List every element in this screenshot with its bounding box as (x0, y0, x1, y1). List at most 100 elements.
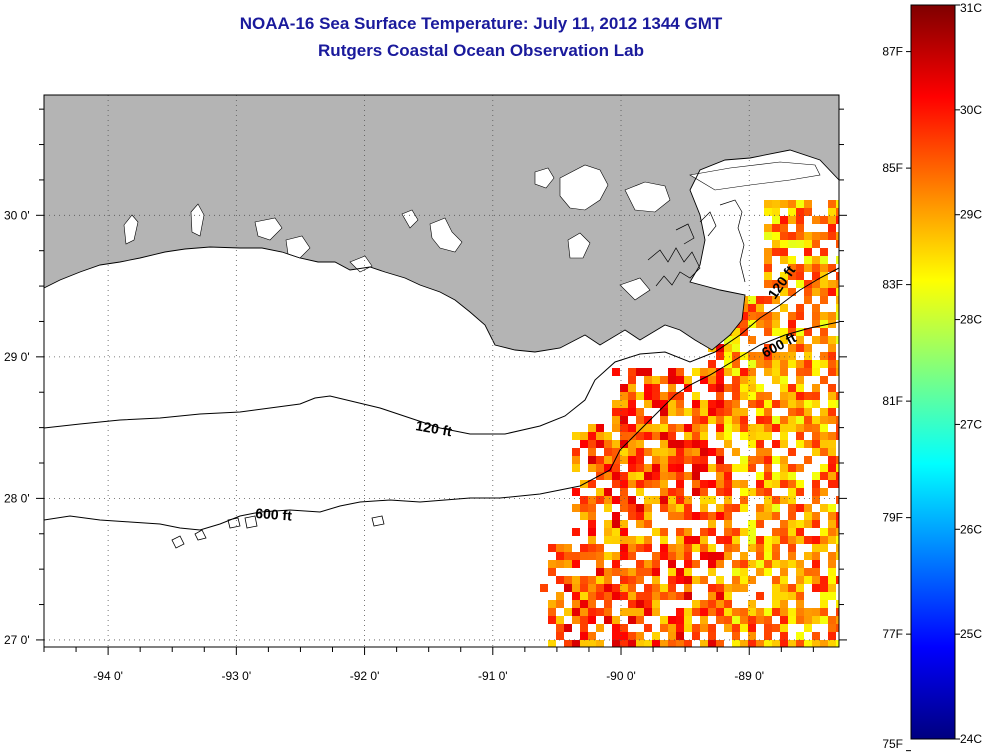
sst-cell (652, 472, 660, 480)
sst-cell (780, 584, 788, 592)
sst-cell (828, 504, 836, 512)
sst-cell (812, 304, 820, 312)
sst-cell (612, 416, 620, 424)
sst-cell (652, 552, 660, 560)
sst-cell (772, 496, 780, 504)
sst-cell (756, 424, 764, 432)
sst-cell (604, 440, 612, 448)
sst-cell (812, 256, 820, 264)
sst-cell (740, 608, 748, 616)
sst-cell (740, 408, 748, 416)
sst-cell (588, 432, 596, 440)
sst-cell (780, 560, 788, 568)
sst-cell (716, 512, 724, 520)
sst-cell (724, 464, 732, 472)
sst-cell (580, 592, 588, 600)
sst-cell (836, 360, 839, 368)
sst-cell (732, 584, 740, 592)
sst-cell (780, 496, 788, 504)
sst-cell (724, 352, 732, 360)
sst-cell (820, 504, 828, 512)
sst-cell (596, 640, 604, 647)
sst-cell (772, 328, 780, 336)
sst-cell (604, 552, 612, 560)
sst-cell (612, 520, 620, 528)
sst-cell (836, 400, 839, 408)
sst-cell (788, 560, 796, 568)
sst-cell (748, 312, 756, 320)
sst-cell (604, 616, 612, 624)
sst-cell (780, 480, 788, 488)
sst-cell (828, 624, 836, 632)
sst-cell (684, 456, 692, 464)
sst-cell (572, 504, 580, 512)
lake-pontchartrain (559, 164, 609, 211)
sst-cell (780, 400, 788, 408)
sst-cell (732, 560, 740, 568)
sst-cell (700, 600, 708, 608)
sst-cell (780, 384, 788, 392)
sst-cell (652, 640, 660, 647)
colorbar-fahrenheit-label: 87F (882, 45, 903, 59)
sst-cell (748, 456, 756, 464)
sst-cell (588, 512, 596, 520)
sst-cell (700, 504, 708, 512)
sst-cell (780, 424, 788, 432)
sst-cell (668, 560, 676, 568)
sst-cell (644, 384, 652, 392)
sst-cell (708, 632, 716, 640)
sst-cell (772, 320, 780, 328)
sst-cell (604, 488, 612, 496)
sst-cell (764, 616, 772, 624)
sst-cell (724, 496, 732, 504)
sst-cell (756, 448, 764, 456)
sst-cell (812, 480, 820, 488)
sst-cell (620, 392, 628, 400)
sst-cell (796, 504, 804, 512)
sst-cell (740, 560, 748, 568)
sst-cell (572, 432, 580, 440)
sst-cell (796, 384, 804, 392)
sst-cell (748, 376, 756, 384)
sst-cell (772, 248, 780, 256)
sst-cell (636, 568, 644, 576)
sst-cell (828, 216, 836, 224)
sst-cell (716, 408, 724, 416)
sst-cell (732, 504, 740, 512)
sst-cell (836, 472, 839, 480)
sst-cell (636, 408, 644, 416)
sst-cell (652, 424, 660, 432)
sst-cell (764, 248, 772, 256)
sst-cell (812, 512, 820, 520)
sst-cell (764, 464, 772, 472)
sst-cell (668, 400, 676, 408)
sst-cell (700, 456, 708, 464)
sst-cell (796, 272, 804, 280)
sst-cell (828, 472, 836, 480)
sst-cell (628, 432, 636, 440)
sst-cell (732, 376, 740, 384)
sst-cell (684, 568, 692, 576)
sst-cell (828, 432, 836, 440)
sst-cell (708, 384, 716, 392)
sst-cell (660, 544, 668, 552)
sst-cell (612, 408, 620, 416)
sst-cell (812, 616, 820, 624)
sst-cell (788, 352, 796, 360)
sst-cell (620, 472, 628, 480)
sst-cell (692, 632, 700, 640)
sst-cell (732, 448, 740, 456)
sst-cell (804, 360, 812, 368)
sst-cell (764, 624, 772, 632)
sst-cell (732, 632, 740, 640)
sst-cell (820, 440, 828, 448)
sst-cell (788, 496, 796, 504)
sst-cell (620, 440, 628, 448)
sst-cell (660, 496, 668, 504)
sst-cell (716, 600, 724, 608)
sst-cell (804, 328, 812, 336)
sst-cell (644, 496, 652, 504)
sst-cell (716, 552, 724, 560)
sst-cell (628, 392, 636, 400)
sst-cell (580, 504, 588, 512)
